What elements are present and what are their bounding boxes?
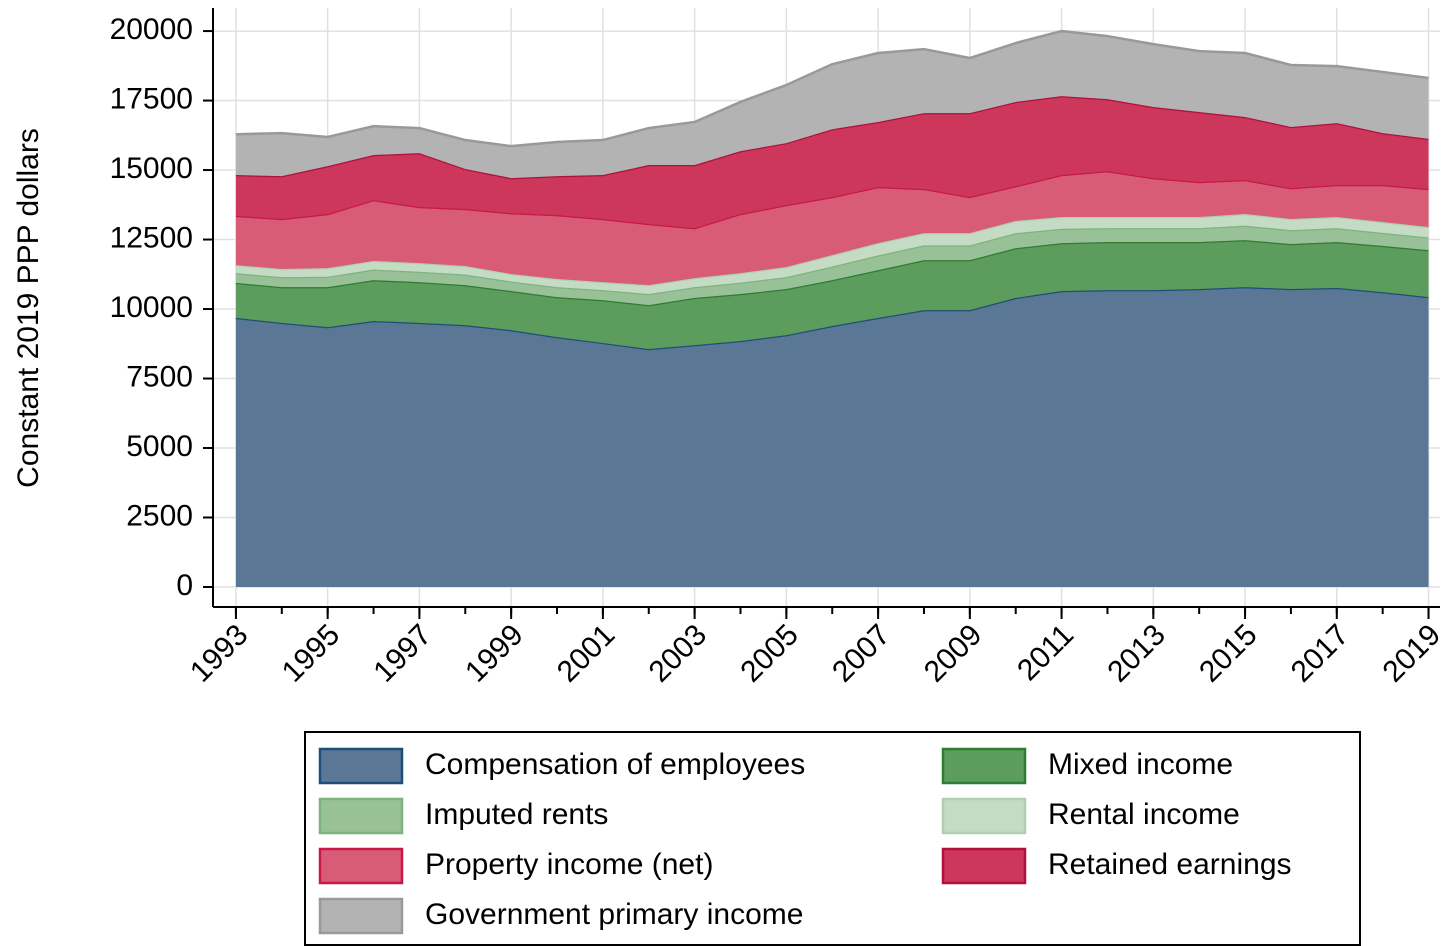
x-tick-label: 2011 <box>1011 618 1080 687</box>
x-tick-label: 2017 <box>1285 618 1356 689</box>
legend-swatch <box>318 847 404 885</box>
x-tick-label: 2019 <box>1377 618 1444 689</box>
x-tick-label: 2005 <box>734 618 805 689</box>
area <box>235 96 1429 229</box>
legend-box <box>304 731 1361 946</box>
x-tick-label: 2001 <box>551 618 622 689</box>
legend-label: Property income (net) <box>425 848 713 881</box>
y-tick-label: 17500 <box>110 82 193 115</box>
x-tick-label: 2013 <box>1101 618 1172 689</box>
area-edge <box>235 29 1429 148</box>
y-tick-label: 7500 <box>126 360 193 393</box>
x-tick-label: 2009 <box>918 618 989 689</box>
y-tick-label: 20000 <box>110 13 193 46</box>
legend-swatch <box>318 747 404 785</box>
legend-swatch <box>318 897 404 935</box>
y-tick-label: 5000 <box>126 430 193 463</box>
x-tick-label: 1999 <box>459 618 530 689</box>
legend-label: Imputed rents <box>425 798 608 831</box>
x-tick-label: 1997 <box>367 618 438 689</box>
y-tick-label: 12500 <box>110 221 193 254</box>
legend-label: Mixed income <box>1048 748 1233 781</box>
area-edge <box>235 212 1429 287</box>
area <box>235 213 1429 295</box>
area <box>235 287 1429 587</box>
y-tick-label: 2500 <box>126 499 193 532</box>
y-tick-label: 0 <box>176 569 193 602</box>
legend-label: Retained earnings <box>1048 848 1292 881</box>
area <box>235 171 1429 286</box>
legend-label: Compensation of employees <box>425 748 805 781</box>
x-tick-label: 1995 <box>276 618 347 689</box>
x-tick-label: 1993 <box>184 618 255 689</box>
legend-swatch <box>941 847 1027 885</box>
legend-swatch <box>318 797 404 835</box>
area-edge <box>235 169 1429 230</box>
x-tick-label: 2015 <box>1193 618 1264 689</box>
y-tick-label: 15000 <box>110 152 193 185</box>
legend-label: Government primary income <box>425 898 803 931</box>
x-tick-label: 2003 <box>643 618 714 689</box>
area <box>235 240 1429 350</box>
legend-label: Rental income <box>1048 798 1240 831</box>
legend-swatch <box>941 747 1027 785</box>
x-tick-label: 2007 <box>826 618 897 689</box>
y-tick-label: 10000 <box>110 291 193 324</box>
y-axis-label: Constant 2019 PPP dollars <box>12 128 45 488</box>
area <box>235 31 1429 179</box>
legend-swatch <box>941 797 1027 835</box>
